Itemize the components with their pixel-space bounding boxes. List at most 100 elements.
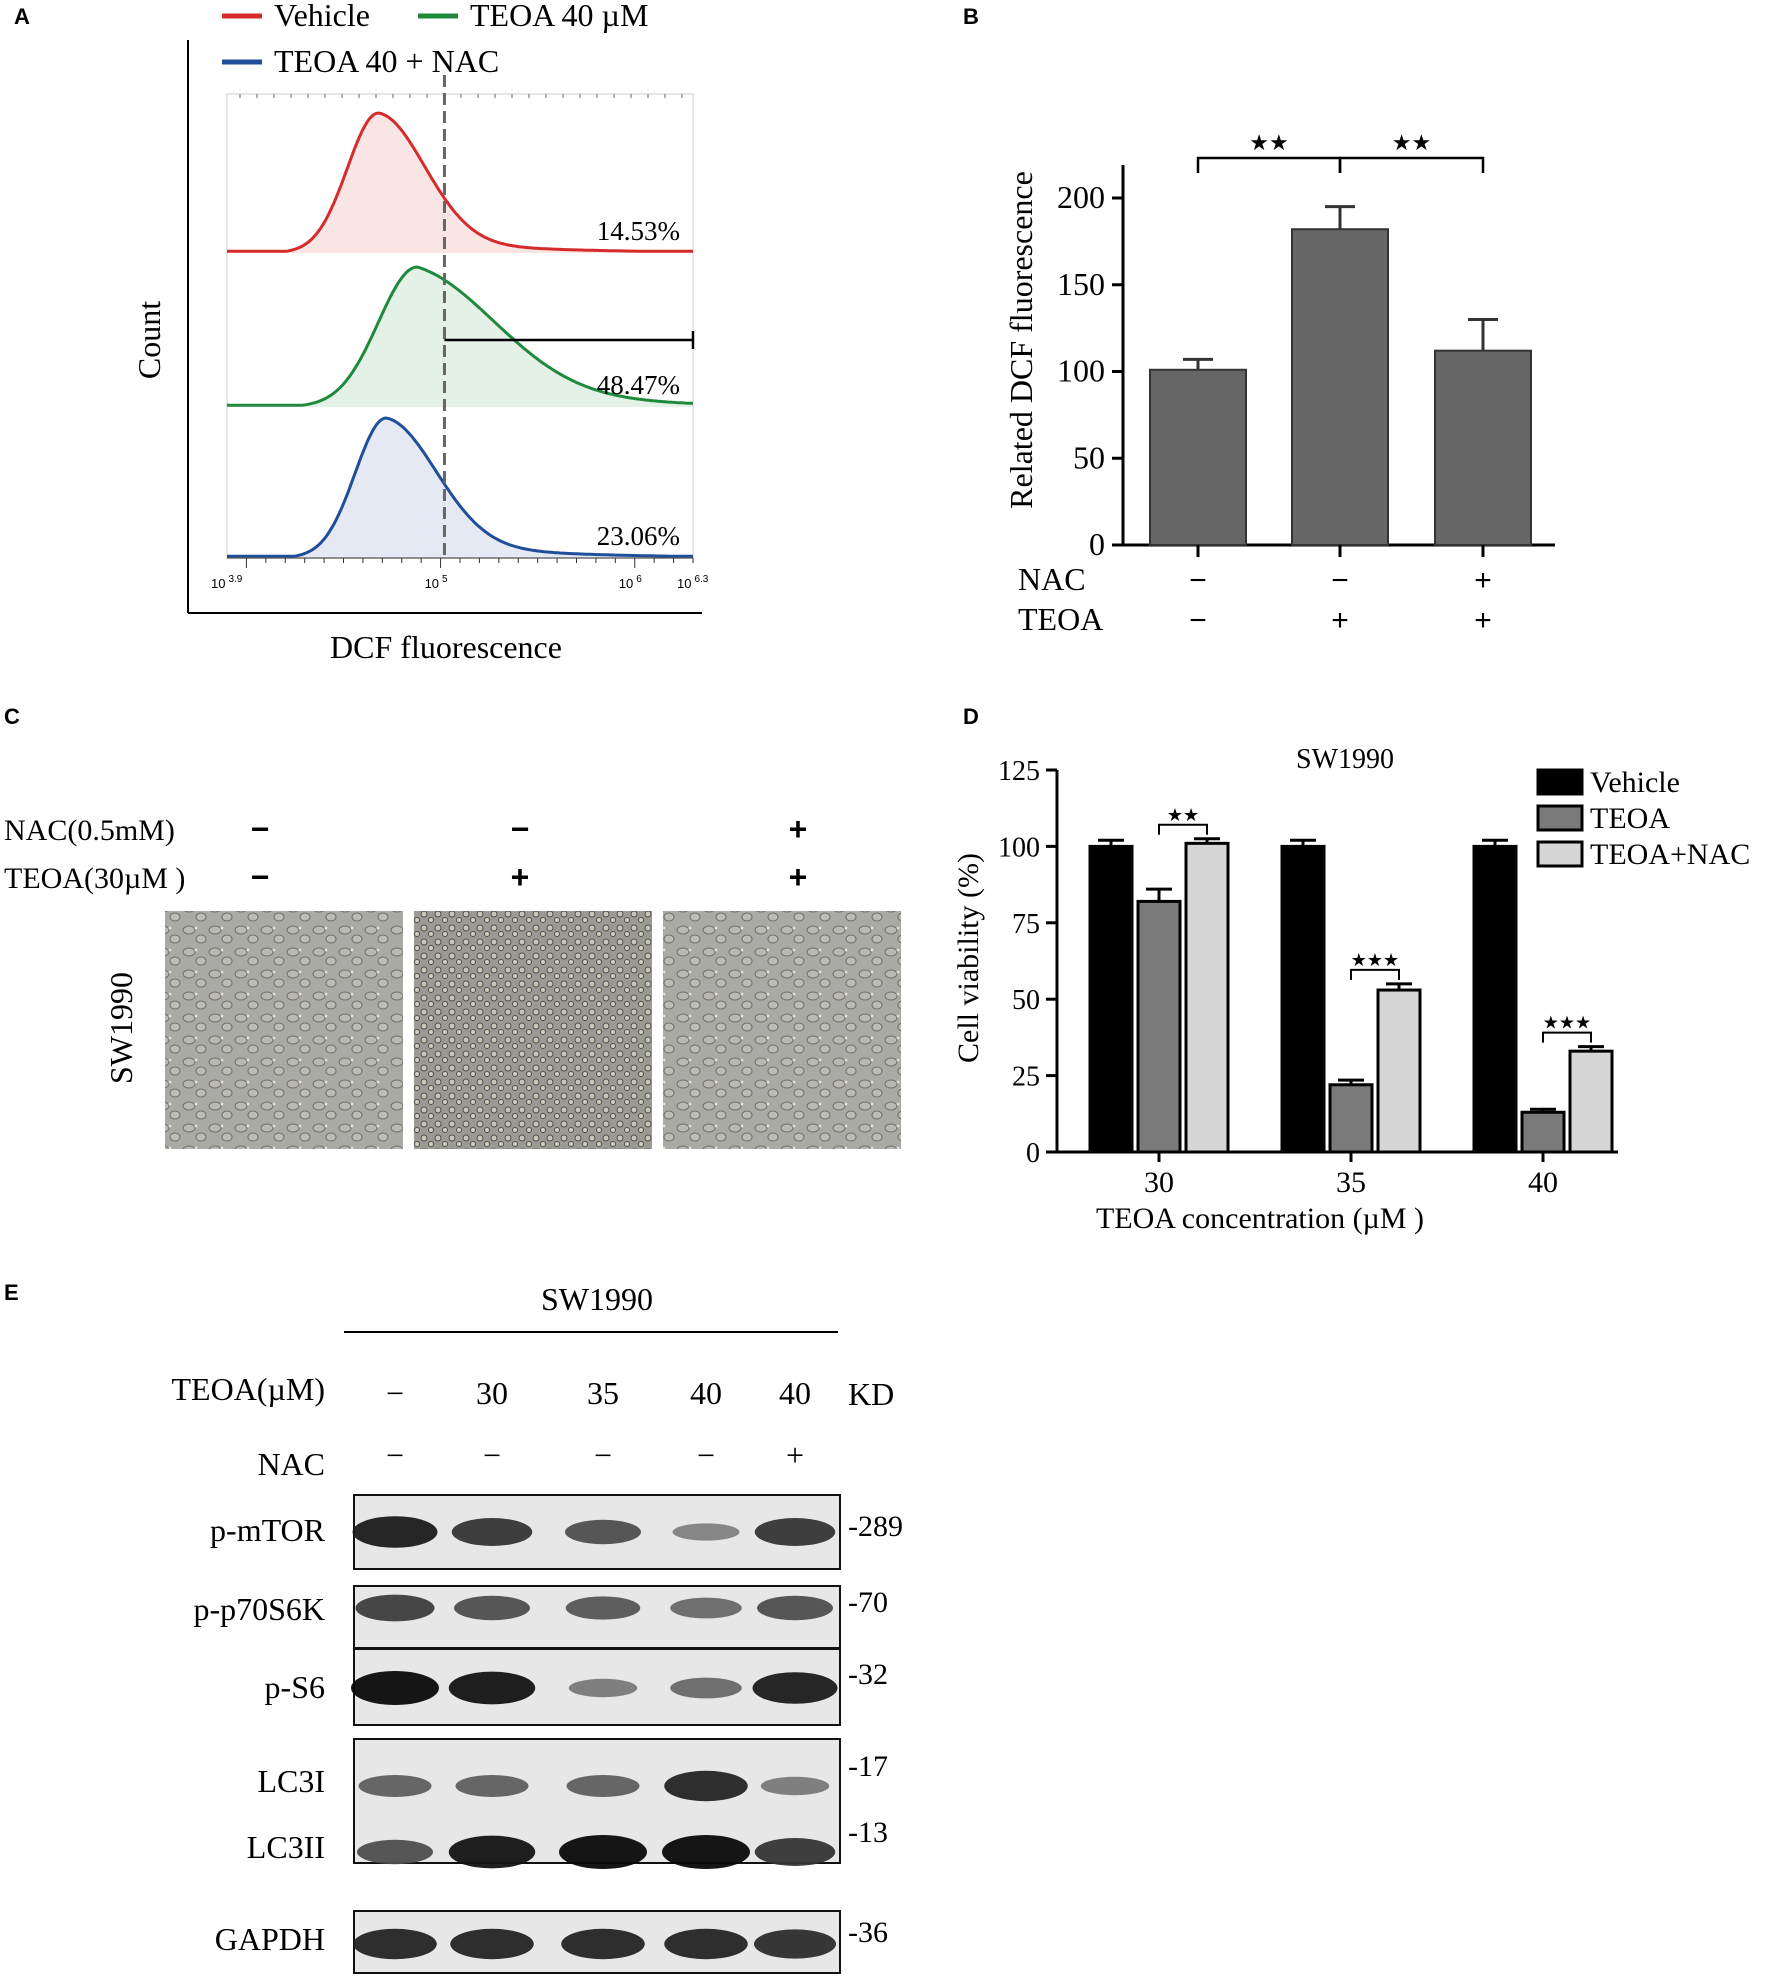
x-tick-label-1: 10 5 [425, 574, 448, 591]
c-row-label-1: TEOA(30µM ) [4, 862, 185, 895]
panel-e-cell-line: SW1990 [541, 1281, 653, 1317]
histogram-fill-0 [227, 113, 693, 253]
panel-a-top-ticks [239, 94, 683, 98]
histogram-fill-1 [227, 267, 693, 407]
panel-b-y-label: Related DCF fluorescence [1003, 171, 1039, 509]
e-band-0-2 [565, 1519, 641, 1545]
d-legend-label-0: Vehicle [1590, 766, 1680, 799]
b-y-tick-label-4: 200 [1057, 179, 1105, 215]
e-band-0-1 [451, 1518, 533, 1546]
panel-e-label: E [4, 1280, 19, 1305]
panel-a-y-label: Count [131, 301, 167, 379]
panel-e-teoa-label: TEOA(µM) [171, 1371, 325, 1407]
panel-d-chart: 0 25 50 75 100 125 30 ★★ 35 ★★★ 40 ★★★ [998, 756, 1618, 1199]
d-y-tick-label-2: 50 [1012, 985, 1040, 1016]
panel-e-nac-label: NAC [257, 1446, 325, 1482]
panel-a-legend: Vehicle TEOA 40 µM TEOA 40 + NAC [222, 0, 648, 79]
e-band-5-2 [561, 1928, 645, 1960]
panel-a-label: A [14, 4, 30, 29]
d-sig-bracket-1 [1350, 968, 1400, 980]
x-tick-label-0: 10 3.9 [211, 574, 243, 591]
e-teoa-value-2: 35 [587, 1375, 619, 1411]
e-band-3-1 [455, 1775, 529, 1797]
e-teoa-value-4: 40 [779, 1375, 811, 1411]
e-blot-kd-1: -70 [848, 1586, 888, 1619]
brightfield-image-vehicle [165, 911, 403, 1149]
brightfield-image-teoa [414, 911, 652, 1149]
e-blot-kd-2: -32 [848, 1658, 888, 1691]
panel-d-y-label: Cell viability (%) [952, 853, 985, 1063]
panel-d-label: D [963, 704, 979, 729]
b-row-label-1: TEOA [1018, 601, 1103, 637]
histogram-fill-2 [227, 418, 693, 558]
x-tick-exp: 3.9 [228, 574, 242, 585]
b-y-tick-label-2: 100 [1057, 353, 1105, 389]
d-y-tick-label-1: 25 [1012, 1062, 1040, 1093]
x-tick-exp: 6 [636, 574, 642, 585]
panel-a-x-ticks: 10 3.9 10 5 10 6 10 6.3 [211, 557, 709, 591]
e-blot-label-2: p-S6 [265, 1669, 325, 1705]
e-nac-value-1: − [483, 1437, 501, 1473]
e-band-5-4 [754, 1929, 836, 1959]
e-band-2-2 [568, 1678, 638, 1698]
e-teoa-value-1: 30 [476, 1375, 508, 1411]
x-tick-base: 10 [211, 576, 225, 591]
e-nac-value-2: − [594, 1437, 612, 1473]
d-x-tick-label-0: 30 [1144, 1166, 1174, 1199]
d-y-tick-label-5: 125 [998, 756, 1040, 787]
e-nac-value-4: + [786, 1437, 804, 1473]
legend-label-0: Vehicle [274, 0, 370, 33]
panel-a-histograms: 14.53% 48.47% 23.06% [227, 75, 695, 558]
d-legend-swatch-0 [1536, 768, 1584, 796]
e-band-2-3 [670, 1677, 742, 1699]
b-sig-bracket-1 [1338, 156, 1485, 173]
panel-e: E SW1990 TEOA(µM) NAC KD −30 35 40 40− − − − + … [4, 1280, 903, 1974]
e-band-4-2 [559, 1835, 647, 1869]
e-blot-label-0: p-mTOR [210, 1512, 326, 1548]
d-bar-1-1 [1328, 1083, 1374, 1154]
d-sig-stars-0: ★★ [1167, 805, 1199, 825]
e-blot-kd-4: -13 [848, 1816, 888, 1849]
e-band-4-1 [448, 1835, 536, 1869]
e-band-5-0 [353, 1928, 437, 1960]
histogram-line-2 [227, 416, 693, 558]
d-x-tick-label-1: 35 [1336, 1166, 1366, 1199]
legend-label-1: TEOA 40 µM [470, 0, 648, 33]
b-row-mark: − [1331, 564, 1349, 597]
e-band-1-0 [355, 1594, 435, 1622]
e-band-2-4 [752, 1672, 838, 1704]
c-row-mark: − [251, 859, 270, 895]
e-blot-kd-3: -17 [848, 1750, 888, 1783]
b-row-mark: − [1189, 564, 1207, 597]
e-band-1-1 [454, 1595, 530, 1621]
e-blot-label-1: p-p70S6K [193, 1591, 325, 1627]
b-row-mark: − [1189, 604, 1207, 637]
b-bar-0 [1149, 368, 1247, 547]
e-band-0-4 [754, 1518, 836, 1546]
gate-percentage-1: 48.47% [597, 370, 680, 400]
d-legend-label-1: TEOA [1590, 802, 1670, 835]
panel-d: D SW1990 0 25 50 75 100 125 30 ★★ 35 ★★★ 40 ★★★ Cel… [952, 704, 1750, 1235]
histogram-line-1 [227, 265, 694, 407]
d-legend-swatch-1 [1536, 804, 1584, 832]
c-row-mark: − [251, 811, 270, 847]
e-band-4-0 [357, 1839, 433, 1865]
e-nac-value-3: − [697, 1437, 715, 1473]
e-blot-kd-5: -36 [848, 1916, 888, 1949]
c-row-mark: + [789, 811, 808, 847]
e-band-2-1 [448, 1671, 536, 1705]
e-band-3-4 [760, 1776, 830, 1796]
e-band-3-2 [566, 1775, 640, 1797]
d-sig-bracket-2 [1542, 1031, 1592, 1043]
panel-c: C NAC(0.5mM) − − + TEOA(30µM ) − + + SW1990 [4, 704, 901, 1149]
d-bar-1-2 [1520, 1110, 1566, 1154]
b-row-mark: + [1331, 604, 1349, 637]
d-bar-2-1 [1376, 988, 1422, 1154]
c-row-label-0: NAC(0.5mM) [4, 814, 175, 847]
d-bar-2-2 [1568, 1049, 1614, 1154]
e-nac-value-0: − [386, 1437, 404, 1473]
panel-e-blots: p-mTOR -289 p-p70S6K -70 p-S6 -32 LC3I -17 LC3II… [193, 1494, 903, 1974]
panel-c-treatment-rows: NAC(0.5mM) − − + TEOA(30µM ) − + + [4, 811, 807, 895]
d-sig-stars-2: ★★★ [1543, 1013, 1591, 1033]
panel-d-x-label: TEOA concentration (µM ) [1096, 1202, 1424, 1235]
